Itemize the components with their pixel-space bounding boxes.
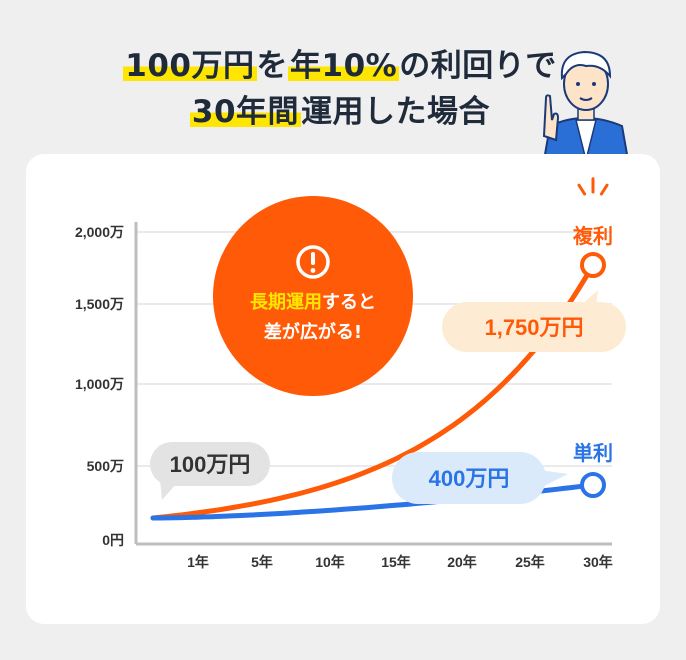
compound-series-name: 複利	[573, 224, 613, 248]
compound-series-line	[150, 262, 596, 521]
simple-value-bubble-tail	[540, 470, 568, 488]
x-tick-label: 10年	[315, 554, 345, 570]
presenter-illustration	[542, 50, 630, 160]
y-tick-label: 500万	[87, 458, 124, 474]
start-value-bubble-text: 100万円	[170, 452, 251, 477]
callout-line1: 長期運用すると	[213, 288, 413, 314]
compound-value-bubble-text: 1,750万円	[484, 315, 583, 340]
simple-end-point	[580, 472, 606, 498]
start-value-bubble-tail	[160, 480, 176, 500]
y-tick-label: 2,000万	[75, 224, 124, 240]
x-tick-label: 30年	[583, 554, 613, 570]
x-tick-label: 25年	[515, 554, 545, 570]
compound-end-point	[580, 252, 606, 278]
callout-line1-rest: すると	[322, 292, 376, 313]
compound-value-bubble-tail	[582, 290, 598, 306]
callout-emphasis: 長期運用	[250, 292, 322, 313]
simple-value-bubble-bg	[392, 452, 546, 504]
x-tick-label: 1年	[187, 554, 209, 570]
title-rest-1: の利回りで	[399, 48, 557, 84]
y-tick-label: 1,000万	[75, 376, 124, 392]
callout-circle: 長期運用すると 差が広がる!	[213, 196, 413, 396]
y-tick-label: 1,500万	[75, 296, 124, 312]
spark-line	[599, 183, 609, 196]
x-tick-label: 20年	[447, 554, 477, 570]
title-highlight-rate: 年10%	[288, 48, 400, 84]
start-value-bubble-bg	[150, 442, 270, 486]
callout-line2: 差が広がる!	[263, 322, 363, 343]
title-highlight-amount: 100万円	[123, 48, 257, 84]
x-tick-label: 5年	[251, 554, 273, 570]
page-title-line1: 100万円を年10%の利回りで	[40, 40, 640, 85]
y-tick-label: 0円	[102, 532, 124, 548]
simple-series-name: 単利	[573, 441, 613, 465]
x-tick-label: 15年	[381, 554, 411, 570]
simple-value-bubble-text: 400万円	[429, 466, 510, 491]
spark-line	[577, 183, 587, 196]
title-particle: を	[256, 48, 288, 84]
title-rest-2: 運用した場合	[301, 94, 491, 130]
compound-value-bubble-bg	[442, 302, 626, 352]
page-title-line2: 30年間運用した場合	[40, 86, 640, 131]
title-highlight-years: 30年間	[189, 94, 302, 130]
exclamation-circle-icon	[296, 245, 330, 279]
